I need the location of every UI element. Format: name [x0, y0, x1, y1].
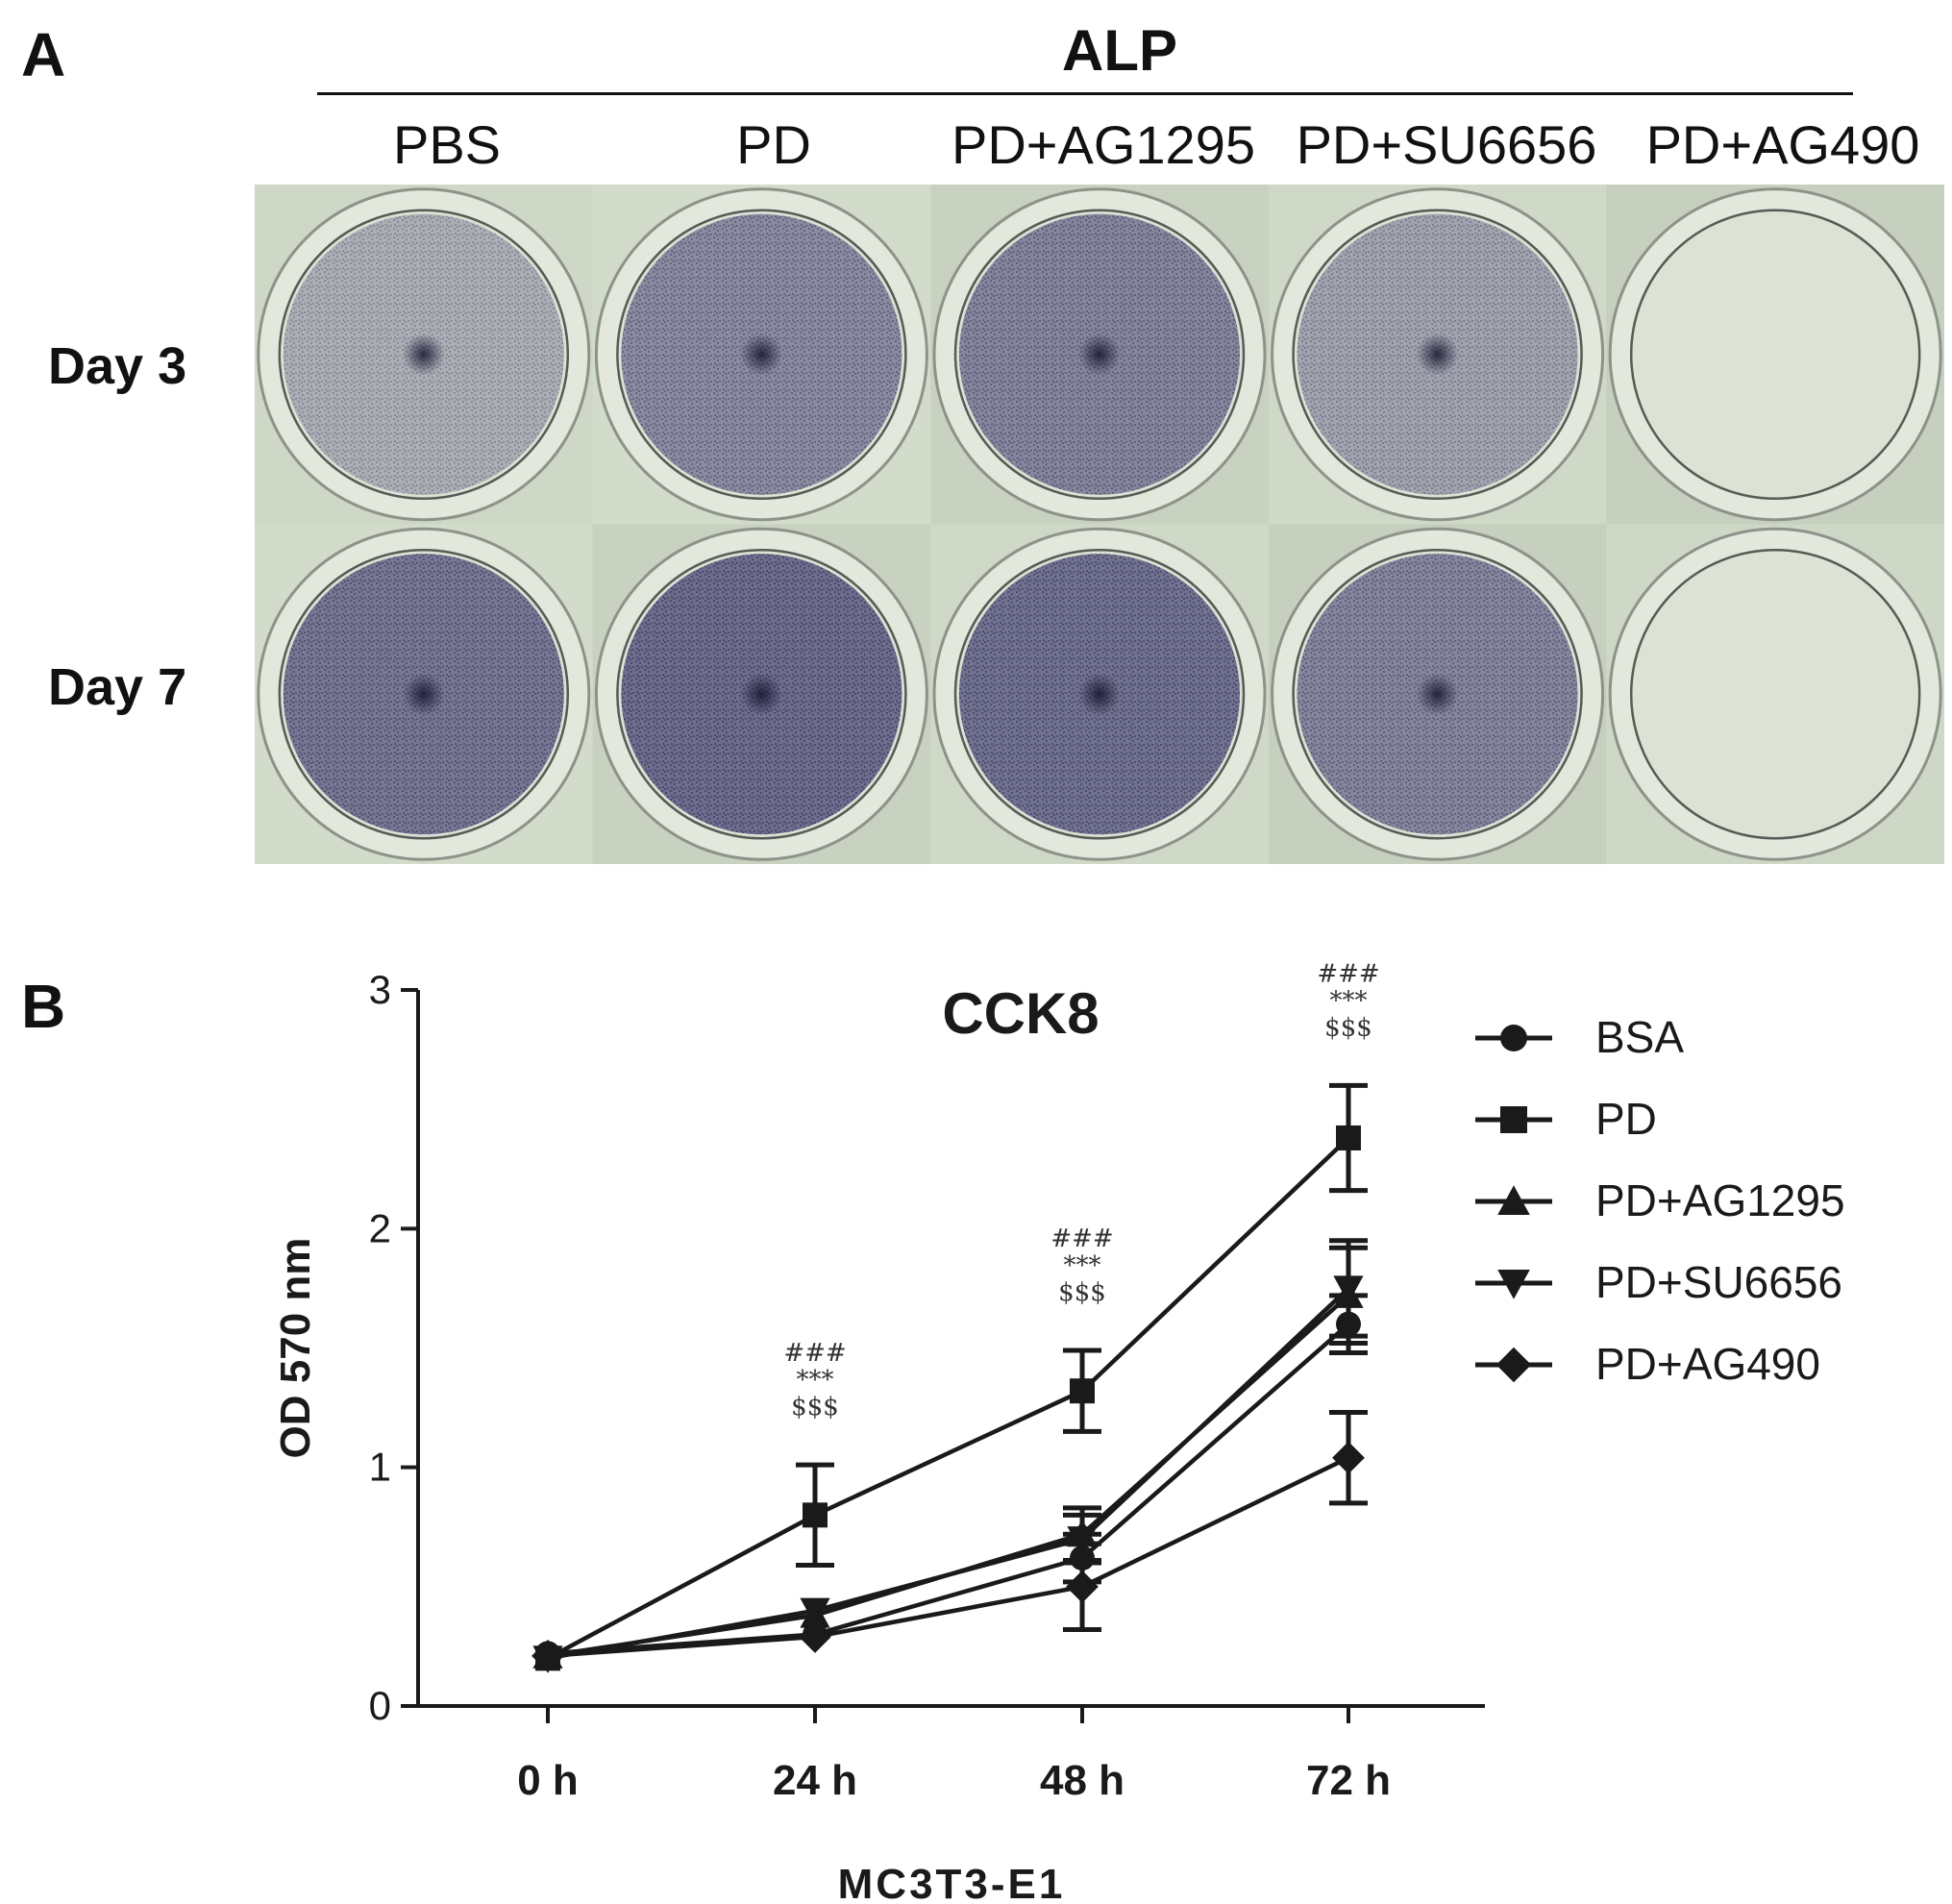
data-point [799, 1620, 831, 1653]
column-label: PD+AG490 [1645, 114, 1920, 175]
series-pd [535, 1082, 1368, 1671]
legend-marker [1495, 1347, 1532, 1383]
alp-well [592, 524, 932, 864]
significance-mark: *** [1330, 986, 1368, 1015]
significance-mark: $$$ [1058, 1278, 1106, 1307]
series-line [546, 1136, 1350, 1661]
column-label: PD+AG1295 [951, 114, 1255, 175]
significance-mark: ### [783, 1339, 846, 1368]
y-tick-label: 3 [369, 967, 391, 1012]
legend-label: PD [1595, 1094, 1657, 1144]
legend-label: PD+AG1295 [1595, 1175, 1845, 1225]
series-line [547, 1322, 1350, 1656]
panel-a-letter: A [21, 20, 66, 89]
alp-header-rule [317, 92, 1853, 95]
legend-marker [1500, 1025, 1527, 1051]
legend-marker [1500, 1106, 1527, 1133]
alp-well [1606, 185, 1944, 526]
alp-header: ALP [1062, 18, 1177, 83]
x-axis-label: MC3T3-E1 [838, 1861, 1066, 1904]
series-line [547, 1294, 1350, 1659]
data-point [1332, 1441, 1365, 1474]
legend-marker [1497, 1270, 1530, 1299]
significance-mark: ### [1050, 1224, 1113, 1253]
legend-entry: PD [1475, 1094, 1657, 1144]
y-tick-label: 1 [369, 1445, 391, 1490]
y-axis-label: OD 570 nm [272, 1238, 319, 1459]
data-point [1336, 1125, 1361, 1150]
significance-mark: *** [1064, 1251, 1101, 1280]
series-pd-ag1295 [532, 1245, 1368, 1669]
significance-mark: $$$ [1324, 1013, 1372, 1042]
significance-mark: $$$ [791, 1393, 839, 1422]
column-label: PD+SU6656 [1296, 114, 1597, 175]
alp-well [1606, 524, 1944, 864]
x-tick-label: 24 h [773, 1757, 857, 1804]
x-tick-label: 48 h [1040, 1757, 1124, 1804]
alp-well [592, 185, 932, 526]
alp-well [1268, 185, 1608, 526]
x-tick-label: 0 h [517, 1757, 579, 1804]
alp-staining-grid [255, 185, 1944, 864]
data-point [1067, 1526, 1098, 1554]
data-point [1070, 1378, 1095, 1404]
legend-entry: BSA [1475, 1012, 1684, 1062]
column-label: PBS [392, 114, 502, 175]
y-tick-label: 0 [369, 1683, 391, 1728]
alp-well [930, 185, 1270, 526]
data-point [803, 1502, 828, 1528]
data-point [800, 1597, 830, 1626]
series-pd-su6656 [532, 1238, 1368, 1673]
series-line [547, 1286, 1350, 1661]
column-label: PD [736, 114, 811, 175]
legend-entry: PD+AG490 [1475, 1339, 1820, 1389]
legend-label: PD+SU6656 [1595, 1257, 1842, 1307]
data-point [1333, 1275, 1364, 1304]
alp-well [255, 185, 594, 526]
chart-title: CCK8 [942, 981, 1099, 1046]
legend-label: PD+AG490 [1595, 1339, 1820, 1389]
alp-well [255, 524, 594, 864]
alp-well [1268, 524, 1608, 864]
cck8-line-chart: 0 1 2 3 0 h 24 h 48 h 72 h OD 570 nm MC3T3-E1 CCK8… [272, 959, 1845, 1904]
legend-marker [1497, 1185, 1530, 1215]
data-point [1066, 1570, 1099, 1603]
legend-entry: PD+AG1295 [1475, 1175, 1845, 1225]
legend-label: BSA [1595, 1012, 1684, 1062]
legend-entry: PD+SU6656 [1475, 1257, 1842, 1307]
y-tick-label: 2 [369, 1205, 391, 1250]
alp-well [930, 524, 1270, 864]
significance-mark: *** [797, 1366, 834, 1395]
x-tick-label: 72 h [1306, 1757, 1391, 1804]
panel-b-letter: B [21, 972, 66, 1041]
significance-mark: ### [1317, 959, 1379, 988]
series-line [547, 1455, 1349, 1659]
row-label: Day 3 [48, 337, 187, 395]
row-label: Day 7 [48, 658, 187, 716]
